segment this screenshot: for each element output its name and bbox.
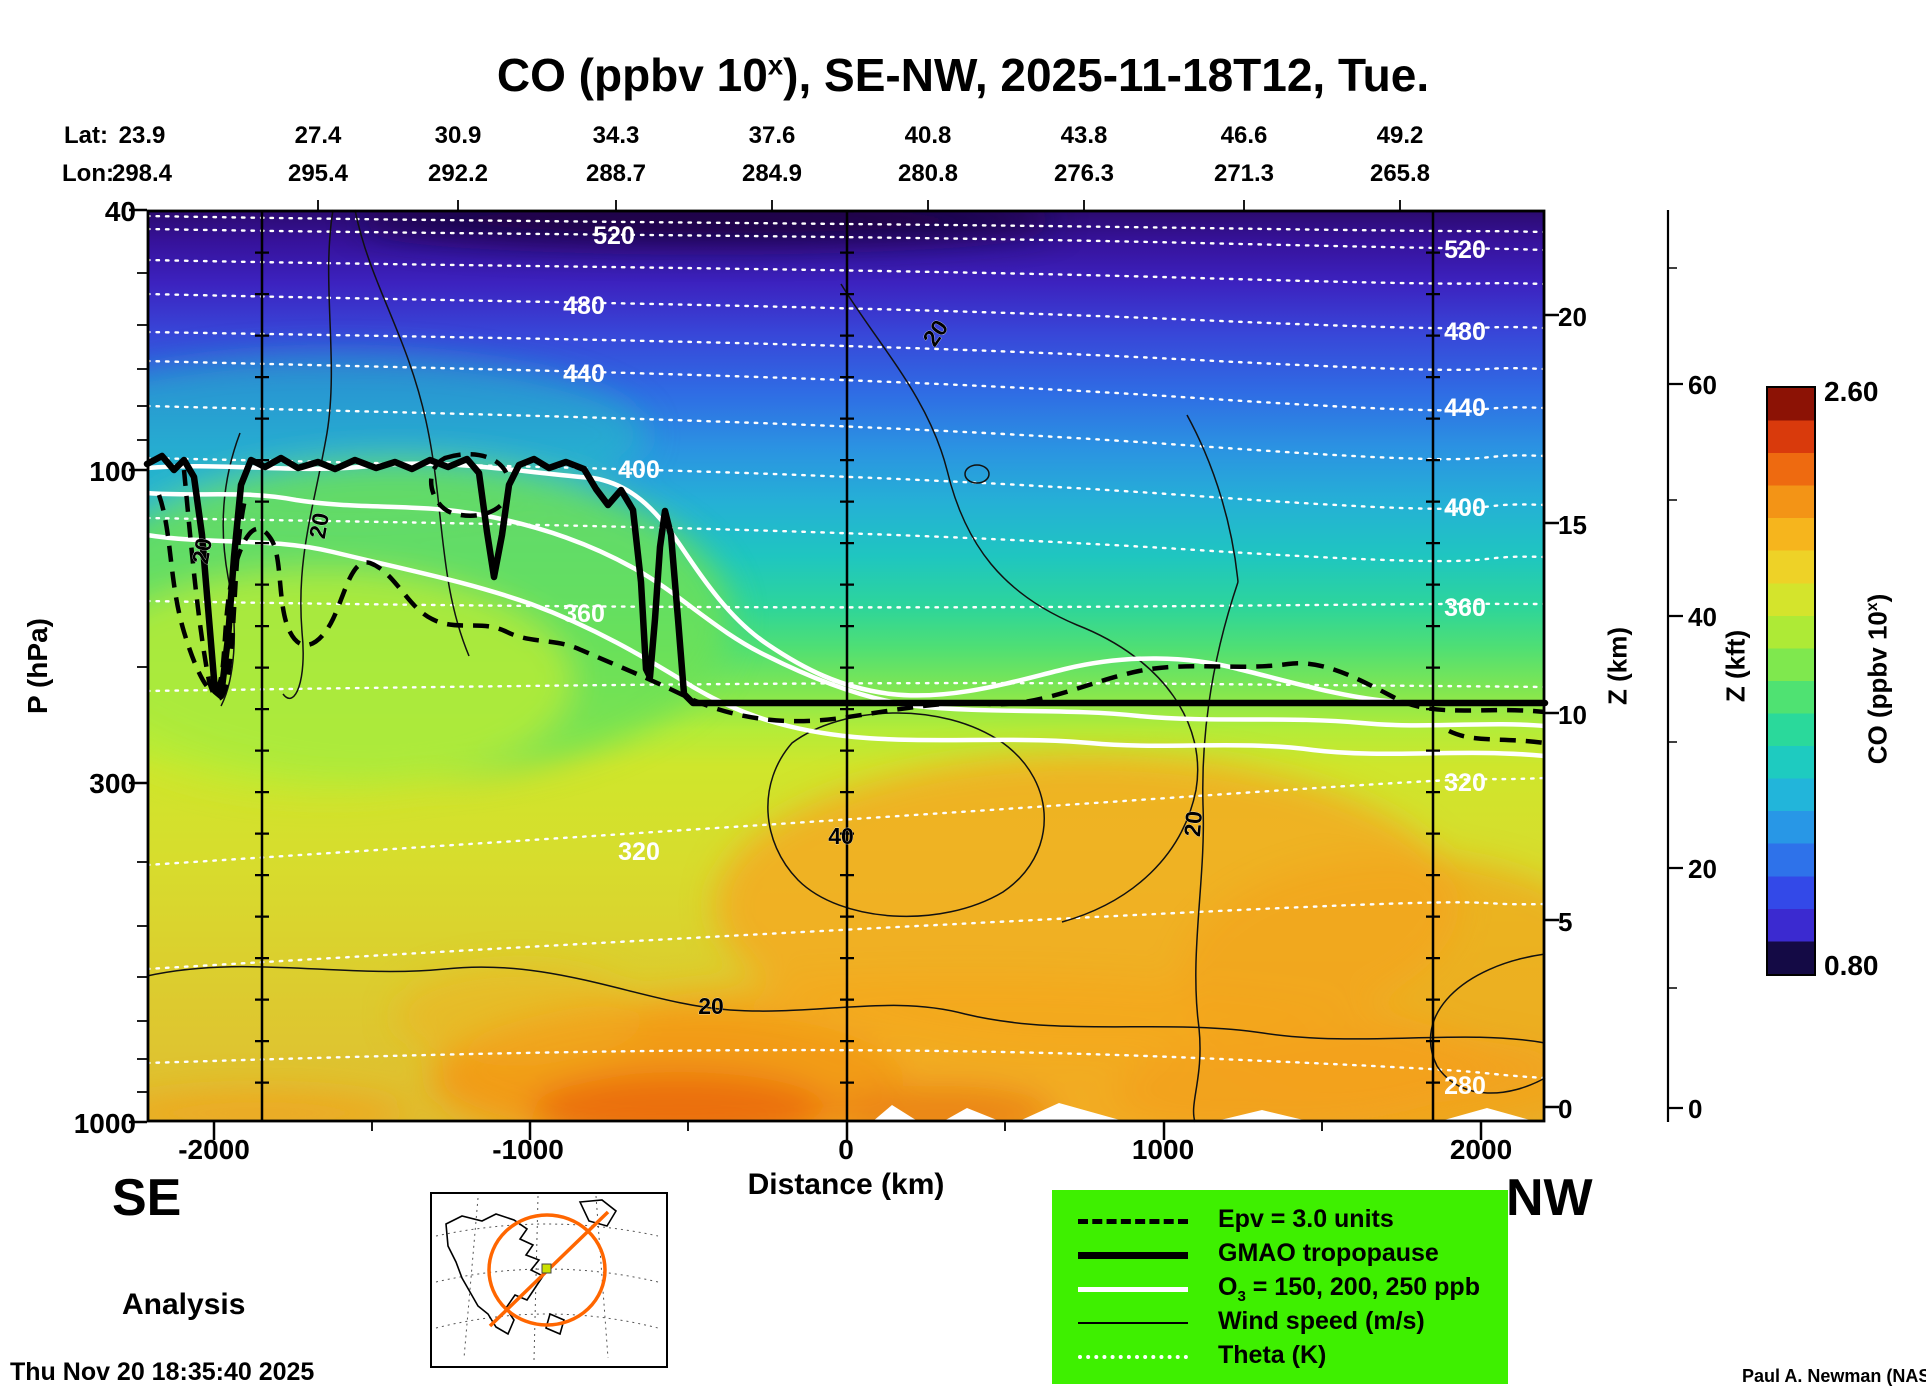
lat-value: 27.4: [294, 122, 342, 149]
svg-text:440: 440: [563, 360, 605, 388]
lat-value: 40.8: [904, 122, 952, 149]
lon-row-label: Lon:: [62, 160, 114, 187]
pressure-tick: 40: [104, 196, 136, 227]
zkft-tick: 20: [1688, 854, 1717, 884]
timestamp: Thu Nov 20 18:35:40 2025: [10, 1358, 315, 1386]
zkft-tick: 0: [1688, 1094, 1703, 1124]
zkft-axis: [1666, 210, 1683, 1122]
pressure-tick: 300: [89, 768, 136, 799]
legend-item-ozone: O3 = 150, 200, 250 ppb: [1078, 1272, 1508, 1306]
svg-text:20: 20: [304, 511, 334, 541]
lon-value: 280.8: [897, 160, 959, 187]
legend-item-tropopause: GMAO tropopause: [1078, 1238, 1508, 1272]
thick-line-sample: [1078, 1251, 1188, 1259]
figure-title: CO (ppbv 10x), SE-NW, 2025-11-18T12, Tue…: [496, 49, 1430, 101]
zkm-tick: 15: [1558, 510, 1587, 540]
svg-text:320: 320: [618, 838, 660, 866]
svg-text:280: 280: [1444, 1072, 1486, 1100]
pressure-tick: 100: [89, 456, 136, 487]
zkm-tick: 10: [1558, 700, 1587, 730]
zkm-axis-label: Z (km): [1602, 627, 1633, 705]
distance-tick: -2000: [178, 1134, 250, 1165]
theta-contour-labels: 520 480 440 400 360 320 520 480 440 400 …: [563, 222, 1486, 1100]
lat-value: 46.6: [1220, 122, 1268, 149]
zkft-tick: 40: [1688, 602, 1717, 632]
zkft-tick: 60: [1688, 370, 1717, 400]
svg-text:40: 40: [828, 823, 854, 849]
svg-text:520: 520: [593, 222, 635, 250]
zkm-tick: 5: [1558, 907, 1573, 937]
colorbar-min: 0.80: [1824, 950, 1879, 981]
distance-tick: 2000: [1449, 1134, 1513, 1165]
waypoint-lines: [255, 210, 1440, 1122]
map-inset-graphic: [435, 1195, 659, 1361]
zkm-tick: 20: [1558, 302, 1587, 332]
svg-text:400: 400: [1444, 494, 1486, 522]
lon-value: 271.3: [1213, 160, 1275, 187]
svg-text:320: 320: [1444, 769, 1486, 797]
credit: Paul A. Newman (NASA: [1742, 1366, 1926, 1386]
lon-value: 284.9: [741, 160, 803, 187]
svg-text:480: 480: [1444, 318, 1486, 346]
wind-speed-contours: [146, 209, 1546, 1123]
lon-value: 276.3: [1053, 160, 1115, 187]
zkm-tick: 0: [1558, 1094, 1573, 1124]
zkft-axis-label: Z (kft): [1720, 629, 1751, 703]
surface-gaps: [872, 1103, 1537, 1122]
lat-value: 30.9: [434, 122, 482, 149]
svg-text:20: 20: [698, 993, 724, 1019]
lat-value: 37.6: [748, 122, 796, 149]
lat-value: 23.9: [118, 122, 166, 149]
title-superscript: x: [767, 49, 784, 81]
legend-item-theta: Theta (K): [1078, 1340, 1508, 1374]
lat-row-label: Lat:: [64, 122, 108, 149]
distance-axis-label: Distance (km): [747, 1168, 945, 1201]
wind-contour-labels: 20 20 40 20 20 20: [187, 315, 1208, 1020]
legend-item-epv: Epv = 3.0 units: [1078, 1204, 1508, 1238]
theta-contours: [145, 214, 1547, 1080]
distance-tick: -1000: [492, 1134, 564, 1165]
svg-text:20: 20: [1179, 810, 1207, 838]
distance-tick: 1000: [1131, 1134, 1195, 1165]
analysis-label: Analysis: [122, 1288, 246, 1321]
map-transect-marker: [487, 1210, 610, 1328]
svg-text:360: 360: [563, 600, 605, 628]
endpoint-se-label: SE: [112, 1169, 182, 1227]
lon-value: 295.4: [287, 160, 349, 187]
svg-text:20: 20: [187, 536, 217, 566]
axis-ticks: [129, 200, 1559, 1140]
svg-text:360: 360: [1444, 594, 1486, 622]
map-inset: [430, 1192, 668, 1368]
svg-text:440: 440: [1444, 394, 1486, 422]
colorbar-label: CO (ppbv 10x): [1862, 593, 1893, 765]
svg-text:520: 520: [1444, 236, 1486, 264]
map-graticule: [435, 1195, 659, 1361]
lon-value: 298.4: [111, 160, 173, 187]
dotted-line-sample: [1078, 1355, 1188, 1359]
lat-value: 49.2: [1376, 122, 1424, 149]
lat-value: 43.8: [1060, 122, 1108, 149]
lon-value: 288.7: [585, 160, 647, 187]
distance-tick: 0: [838, 1134, 854, 1165]
lat-value: 34.3: [592, 122, 640, 149]
pressure-tick: 1000: [73, 1108, 136, 1139]
thin-line-sample: [1078, 1322, 1188, 1324]
white-line-sample: [1078, 1286, 1188, 1292]
svg-text:400: 400: [618, 456, 660, 484]
lon-value: 265.8: [1369, 160, 1431, 187]
colorbar: [1766, 386, 1816, 976]
cross-section-plot: 520 480 440 400 360 320 520 480 440 400 …: [129, 200, 1683, 1140]
pressure-axis-label: P (hPa): [22, 618, 53, 714]
colorbar-max: 2.60: [1824, 376, 1879, 407]
legend: Epv = 3.0 units GMAO tropopause O3 = 150…: [1052, 1190, 1508, 1384]
lon-value: 292.2: [427, 160, 489, 187]
dashed-line-sample: [1078, 1218, 1188, 1224]
endpoint-nw-label: NW: [1506, 1169, 1593, 1227]
tropopause-line: [143, 452, 1549, 707]
plot-border: [146, 209, 1546, 1123]
legend-item-wind: Wind speed (m/s): [1078, 1306, 1508, 1340]
svg-text:480: 480: [563, 292, 605, 320]
